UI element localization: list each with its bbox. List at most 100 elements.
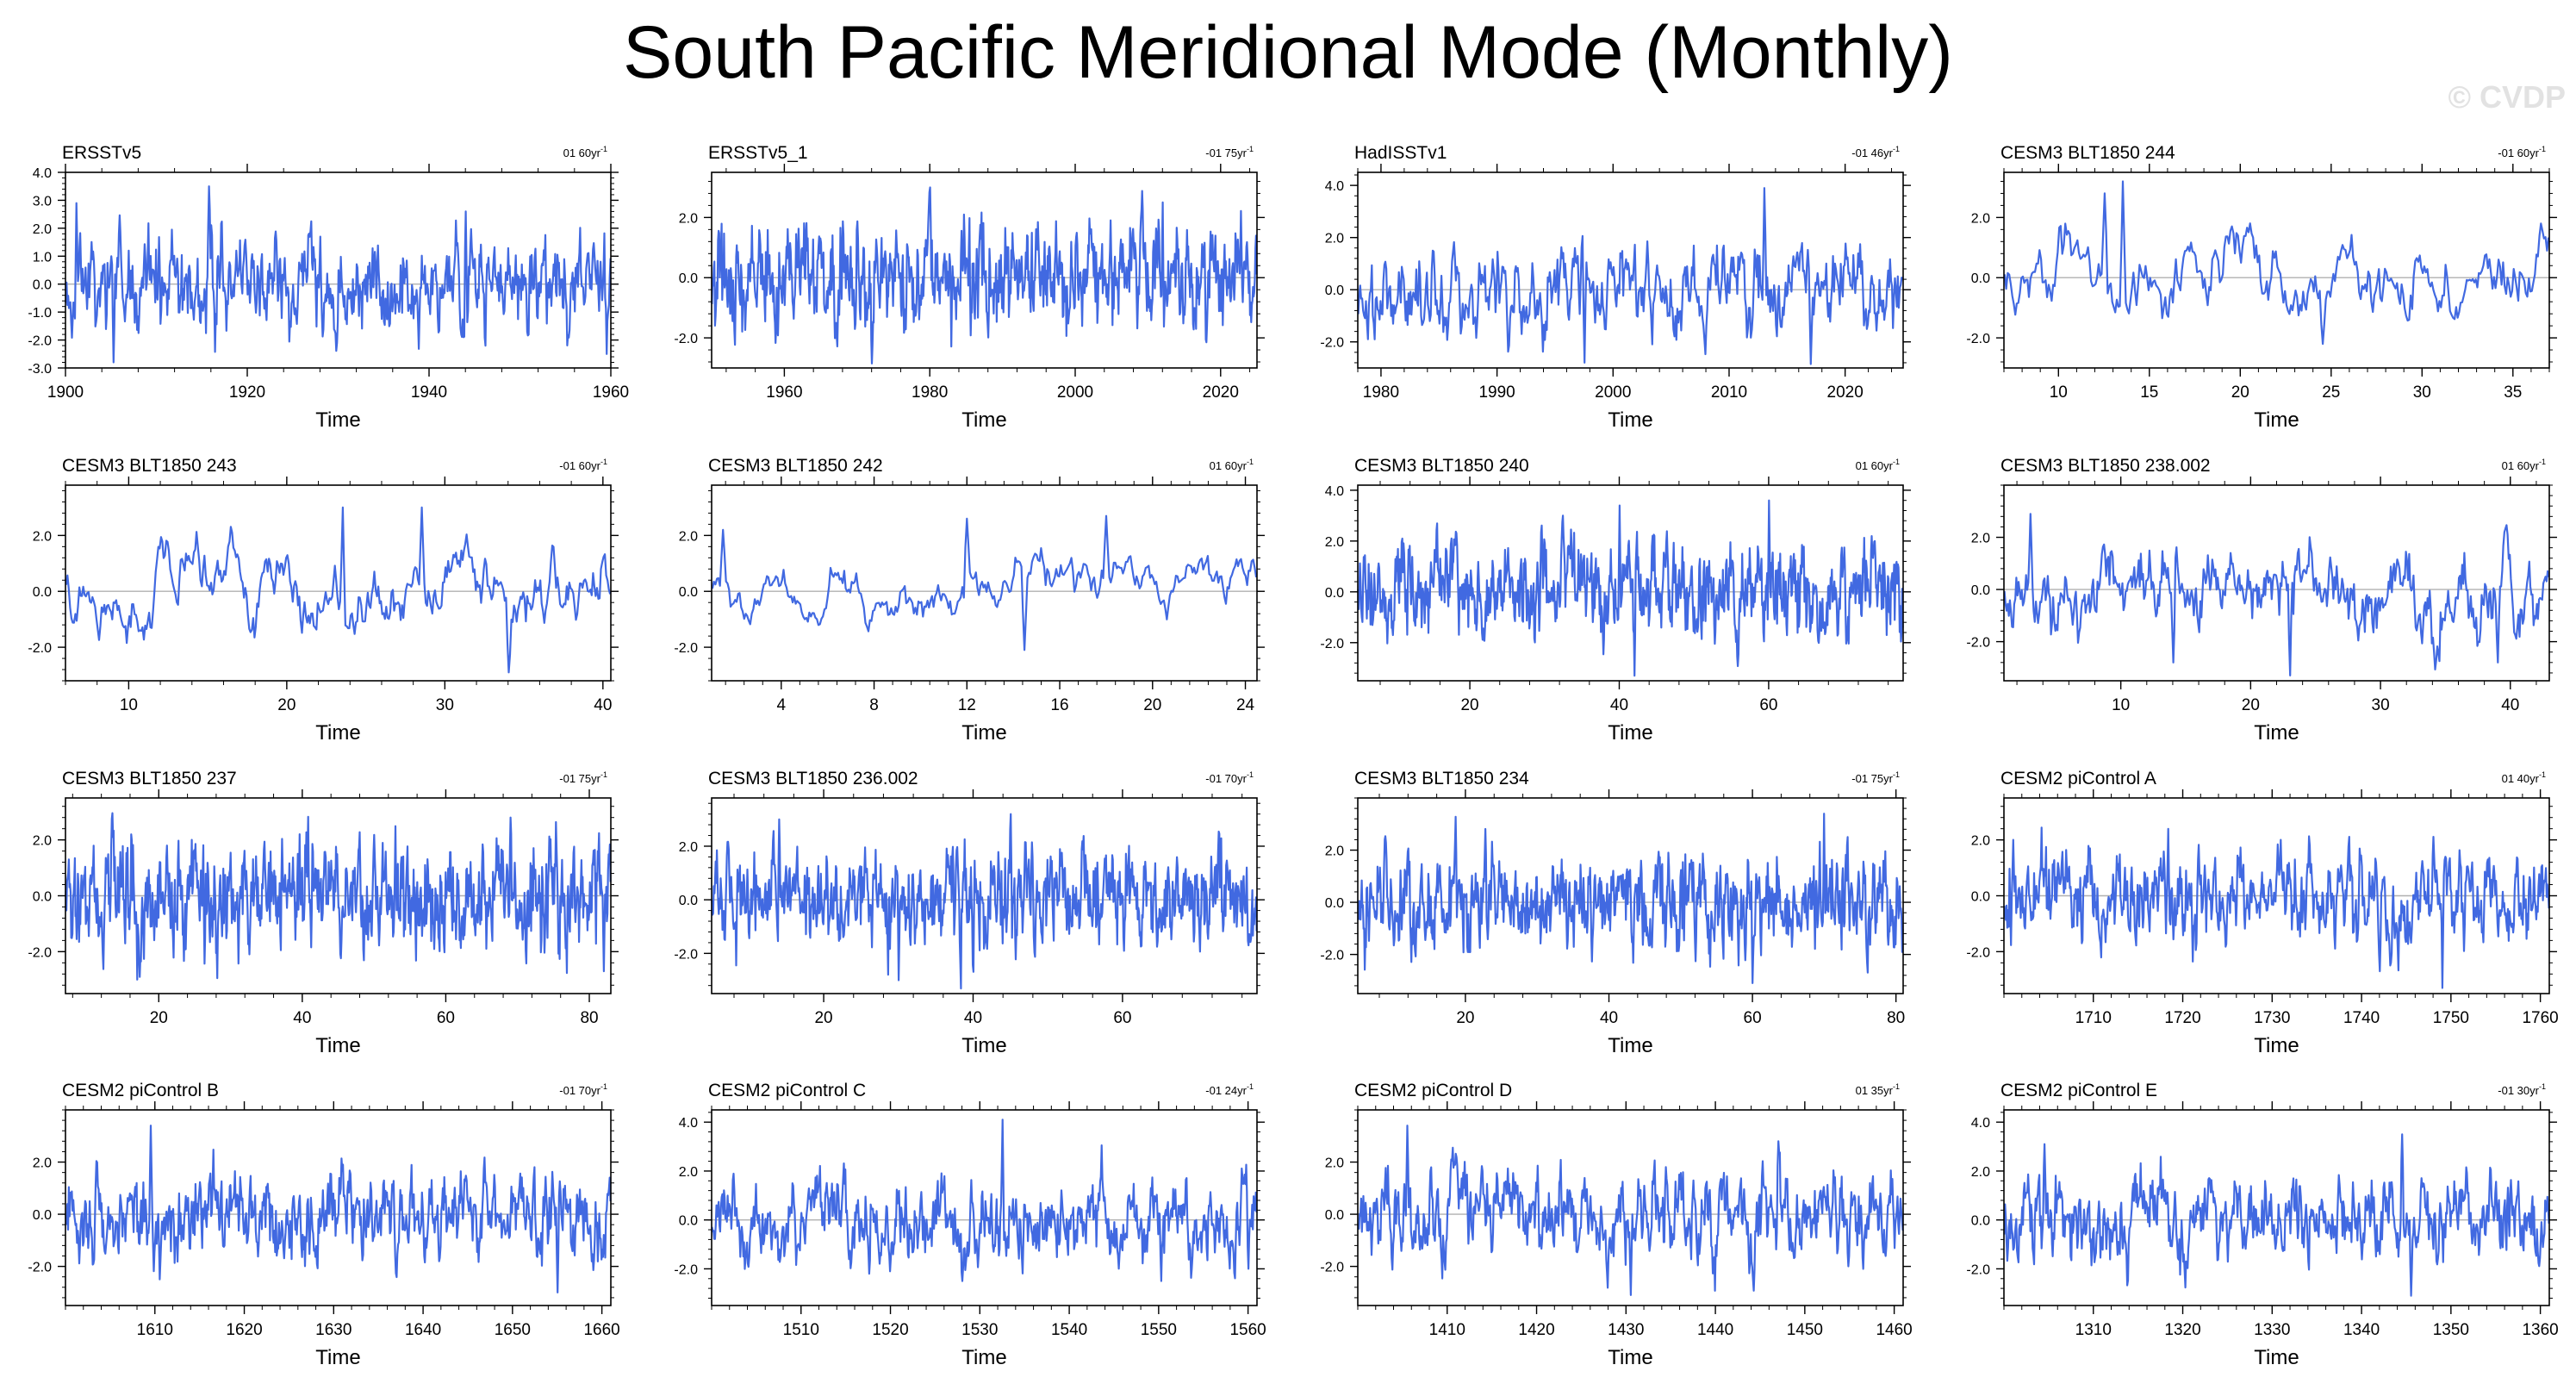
x-tick-label: 1980 xyxy=(1363,383,1399,402)
y-tick-label: 4.0 xyxy=(33,166,52,181)
x-tick-label: 40 xyxy=(1600,1009,1618,1027)
panel-7: CESM3 BLT1850 240 01 60yr-1 -2.0 0.0 2.0 4.0 2… xyxy=(1320,456,1911,745)
x-tick-label: 1720 xyxy=(2164,1009,2200,1027)
plot-frame xyxy=(711,1109,1258,1306)
y-tick-label: 1.0 xyxy=(33,250,52,265)
series-line xyxy=(1357,813,1904,984)
series-line xyxy=(65,506,612,674)
plot-frame xyxy=(1357,797,1904,994)
series-line xyxy=(1357,1125,1904,1296)
panel-15: CESM2 piControl D 01 35yr-1 -2.0 0.0 2.0 1410… xyxy=(1320,1081,1912,1369)
x-tick-label: 20 xyxy=(277,696,296,714)
y-tick-label: 0.0 xyxy=(33,278,52,293)
series-line xyxy=(2003,826,2550,989)
x-tick-label: 1360 xyxy=(2522,1321,2558,1339)
trend-label: -01 70yr-1 xyxy=(559,1082,607,1097)
x-tick-label: 1410 xyxy=(1429,1321,1465,1339)
y-tick-label: 2.0 xyxy=(1325,844,1344,859)
x-tick-label: 1430 xyxy=(1608,1321,1644,1339)
trend-label: -01 75yr-1 xyxy=(1205,145,1254,159)
x-tick-label: 4 xyxy=(777,696,787,714)
x-axis-label: Time xyxy=(315,1346,360,1369)
x-tick-label: 10 xyxy=(2050,383,2068,402)
y-tick-label: 2.0 xyxy=(679,840,698,855)
y-tick-label: 2.0 xyxy=(33,222,52,237)
x-tick-label: 1650 xyxy=(495,1321,531,1339)
x-axis-label: Time xyxy=(2254,721,2299,745)
panel-title: CESM2 piControl D xyxy=(1354,1081,1512,1100)
panel-3: HadISSTv1 -01 46yr-1 -2.0 0.0 2.0 4.0 1980 1990… xyxy=(1320,143,1911,432)
trend-label: 01 60yr-1 xyxy=(2502,458,2546,472)
series-line xyxy=(2003,1133,2550,1297)
y-tick-label: 2.0 xyxy=(679,211,698,226)
x-tick-label: 1660 xyxy=(583,1321,619,1339)
y-tick-label: -3.0 xyxy=(28,362,52,377)
series-line xyxy=(1357,187,1904,365)
x-tick-label: 40 xyxy=(2501,696,2519,714)
y-tick-label: 2.0 xyxy=(1971,1165,1990,1180)
x-tick-label: 60 xyxy=(437,1009,455,1027)
x-tick-label: 20 xyxy=(1456,1009,1474,1027)
x-tick-label: 20 xyxy=(814,1009,832,1027)
x-axis-label: Time xyxy=(961,721,1006,745)
y-tick-label: 2.0 xyxy=(1971,532,1990,546)
y-tick-label: 2.0 xyxy=(33,1156,52,1171)
trend-label: -01 75yr-1 xyxy=(1851,770,1900,785)
y-tick-label: 0.0 xyxy=(1325,586,1344,601)
x-tick-label: 20 xyxy=(2242,696,2260,714)
trend-label: 01 60yr-1 xyxy=(1210,458,1254,472)
x-axis-label: Time xyxy=(961,1346,1006,1369)
x-tick-label: 1940 xyxy=(411,383,447,402)
plot-frame xyxy=(711,171,1258,369)
panel-title: ERSSTv5 xyxy=(62,143,141,163)
x-tick-label: 1310 xyxy=(2075,1321,2112,1339)
y-tick-label: 2.0 xyxy=(33,834,52,849)
panel-4: CESM3 BLT1850 244 -01 60yr-1 -2.0 0.0 2.0 10 1… xyxy=(1966,143,2557,432)
x-tick-label: 1740 xyxy=(2343,1009,2380,1027)
x-tick-label: 1440 xyxy=(1697,1321,1733,1339)
x-tick-label: 1610 xyxy=(137,1321,173,1339)
x-tick-label: 60 xyxy=(1113,1009,1131,1027)
y-tick-label: 2.0 xyxy=(1325,1156,1344,1171)
x-tick-label: 1460 xyxy=(1876,1321,1912,1339)
y-tick-label: 0.0 xyxy=(679,1214,698,1229)
y-tick-label: -2.0 xyxy=(28,641,52,656)
series-line xyxy=(711,1119,1258,1282)
y-tick-label: -2.0 xyxy=(28,945,52,960)
x-tick-label: 40 xyxy=(964,1009,982,1027)
x-tick-label: 1320 xyxy=(2164,1321,2200,1339)
panel-title: CESM2 piControl C xyxy=(708,1081,866,1100)
y-tick-label: -2.0 xyxy=(674,332,698,346)
x-tick-label: 1620 xyxy=(226,1321,262,1339)
series-line xyxy=(2003,513,2550,676)
y-tick-label: -2.0 xyxy=(674,641,698,656)
y-tick-label: 4.0 xyxy=(679,1116,698,1131)
figure-title: South Pacific Meridional Mode (Monthly) xyxy=(623,11,1953,94)
y-tick-label: 0.0 xyxy=(1971,1214,1990,1229)
x-tick-label: 1450 xyxy=(1787,1321,1823,1339)
series-line xyxy=(65,185,612,364)
x-tick-label: 1520 xyxy=(872,1321,908,1339)
y-tick-label: 2.0 xyxy=(33,529,52,544)
y-tick-label: 0.0 xyxy=(1325,896,1344,911)
x-tick-label: 1760 xyxy=(2522,1009,2558,1027)
x-tick-label: 10 xyxy=(2112,696,2130,714)
panel-5: CESM3 BLT1850 243 -01 60yr-1 -2.0 0.0 2.0 10 2… xyxy=(28,456,619,745)
y-tick-label: 2.0 xyxy=(1971,834,1990,849)
y-tick-label: 0.0 xyxy=(1971,271,1990,286)
x-tick-label: 1350 xyxy=(2433,1321,2469,1339)
plot-frame xyxy=(711,484,1258,682)
x-tick-label: 20 xyxy=(1143,696,1161,714)
x-tick-label: 40 xyxy=(594,696,612,714)
panel-6: CESM3 BLT1850 242 01 60yr-1 -2.0 0.0 2.0 4 8 12… xyxy=(674,456,1265,745)
x-axis-label: Time xyxy=(2254,1034,2299,1057)
x-tick-label: 60 xyxy=(1744,1009,1762,1027)
y-tick-label: 0.0 xyxy=(679,271,698,286)
x-axis-label: Time xyxy=(961,1034,1006,1057)
trend-label: -01 46yr-1 xyxy=(1851,145,1900,159)
x-tick-label: 24 xyxy=(1236,696,1255,714)
x-tick-label: 20 xyxy=(150,1009,168,1027)
x-tick-label: 2010 xyxy=(1711,383,1747,402)
y-tick-label: 0.0 xyxy=(1325,284,1344,298)
x-axis-label: Time xyxy=(1608,1346,1652,1369)
